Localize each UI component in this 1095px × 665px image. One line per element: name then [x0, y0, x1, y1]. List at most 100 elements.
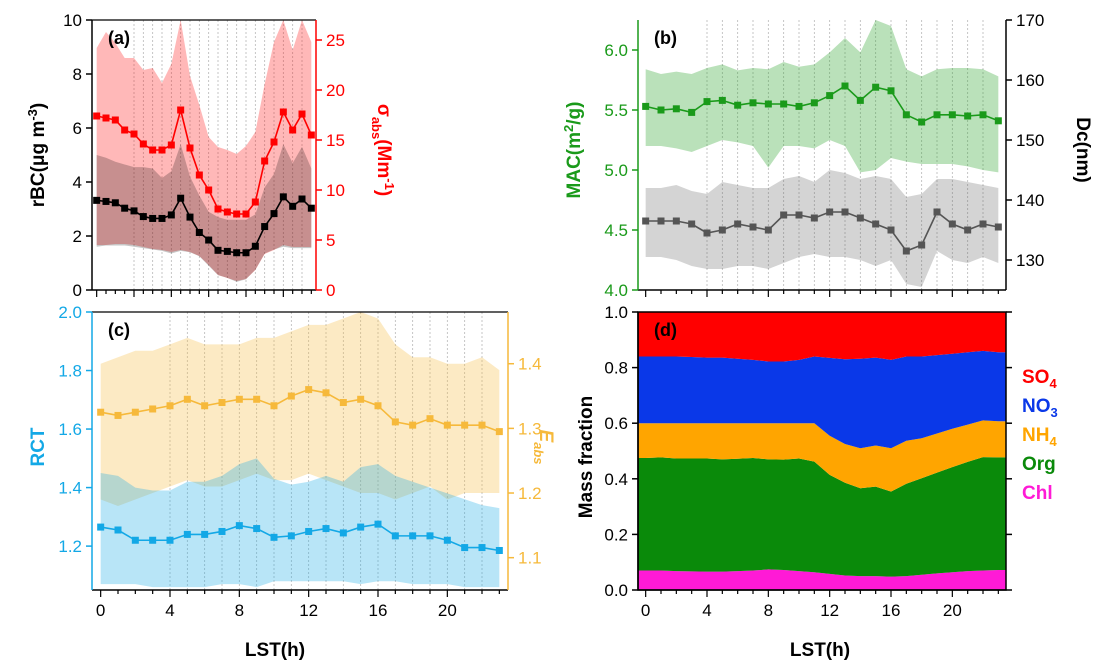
- panel-a-rbc-point: [270, 210, 278, 218]
- panel-d-x-tick-label: 4: [702, 601, 711, 620]
- panel-a-sigma-abs-point: [214, 205, 222, 213]
- panel-c-rct-point: [218, 527, 226, 535]
- panel-c-x-tick-label: 12: [299, 601, 318, 620]
- panel-d-left-tick-label: 0.0: [604, 581, 628, 600]
- panel-c-eabs-point: [322, 389, 330, 397]
- panel-a-sigma-abs-point: [102, 114, 110, 122]
- panel-c-rct-point: [270, 533, 278, 541]
- panel-c-eabs-point: [374, 402, 382, 410]
- panel-b-left-axis-label: MAC(m2/g): [561, 102, 585, 199]
- panel-a-sigma-abs-point: [223, 208, 231, 216]
- panel-b-mac-point: [826, 92, 834, 100]
- panel-d-x-tick-label: 12: [820, 601, 839, 620]
- panel-b-dc-point: [856, 214, 864, 222]
- legend-item-no3: NO3: [1022, 396, 1058, 420]
- panel-a-rbc-point: [139, 213, 147, 221]
- panel-c-left-axis-label: RCT: [28, 427, 49, 466]
- panel-a-rbc-point: [261, 223, 269, 231]
- panel-b-dc-point: [872, 220, 880, 228]
- panel-c-left-tick-label: 1.8: [58, 362, 82, 381]
- panel-c-eabs-point: [426, 415, 434, 423]
- panel-c-eabs-point: [201, 402, 209, 410]
- panel-a-rbc-point: [289, 202, 297, 210]
- panel-a-sigma-abs-point: [261, 157, 269, 165]
- panel-b-mac-point: [872, 83, 880, 91]
- panel-b-left-tick-label: 5.5: [604, 101, 628, 120]
- panel-a-rbc-point: [121, 204, 129, 212]
- panel-c-tag: (c): [108, 320, 130, 340]
- panel-c-rct-point: [495, 546, 503, 554]
- panel-c-eabs-point: [495, 428, 503, 436]
- panel-b-mac-point: [902, 111, 910, 119]
- panel-d-x-tick-label: 8: [764, 601, 773, 620]
- panel-c-right-tick-label: 1.4: [518, 355, 542, 374]
- panel-b-mac-point: [810, 99, 818, 107]
- panel-c-eabs-point: [305, 386, 313, 394]
- panel-a-sigma-abs-point: [130, 130, 138, 138]
- panel-b-left-tick-label: 5.0: [604, 161, 628, 180]
- legend-item-chl: Chl: [1022, 483, 1053, 504]
- panel-c-left-tick-label: 1.2: [58, 537, 82, 556]
- panel-a-rbc-point: [307, 204, 315, 212]
- panel-a-sigma-abs-point: [186, 144, 194, 152]
- panel-b-mac-point: [734, 101, 742, 109]
- panel-a-rbc-point: [177, 194, 185, 202]
- panel-c-left-tick-label: 2.0: [58, 303, 82, 322]
- panel-c-eabs-point: [478, 421, 486, 429]
- panel-c-rct-point: [149, 536, 157, 544]
- panel-c-eabs-point: [235, 395, 243, 403]
- panel-b: 4.0 4.5 5.0 5.5 6.0 130 140 150 160 170 (b): [604, 11, 1044, 300]
- panel-c-eabs-point: [166, 402, 174, 410]
- panel-a-rbc-point: [279, 193, 287, 201]
- panel-a-right-tick-label: 0: [326, 281, 335, 300]
- panel-b-dc-point: [780, 211, 788, 219]
- panel-b-dc-point: [642, 217, 650, 225]
- panel-b-dc-point: [948, 220, 956, 228]
- panel-a-rbc-point: [251, 242, 259, 250]
- panel-b-mac-point: [703, 98, 711, 106]
- panel-c-left-tick-label: 1.4: [58, 479, 82, 498]
- legend-item-org: Org: [1022, 454, 1056, 475]
- panel-d-x-axis-label: LST(h): [790, 640, 850, 661]
- panel-b-dc-point: [672, 217, 680, 225]
- panel-b-mac-point: [918, 118, 926, 126]
- panel-c-rct-point: [409, 532, 417, 540]
- panel-c-rct-point: [114, 526, 122, 534]
- panel-a-left-tick-label: 2: [73, 227, 82, 246]
- panel-b-dc-point: [703, 229, 711, 237]
- panel-a-sigma-abs-point: [195, 171, 203, 179]
- panel-a-sigma-abs-point: [93, 112, 101, 120]
- panel-d-area-org: [638, 457, 1006, 577]
- panel-c-rct-point: [478, 544, 486, 552]
- panel-d: 0 4 8 12 16 20 0.0 0.2 0.4 0.6 0.8 1.0 (d) SO4 NO3 NH4 O…: [604, 303, 1057, 620]
- panel-b-dc-point: [795, 211, 803, 219]
- panel-a-rbc-point: [158, 214, 166, 222]
- panel-a-right-tick-label: 10: [326, 181, 345, 200]
- panel-c-x-tick-label: 16: [369, 601, 388, 620]
- panel-a-rbc-point: [223, 247, 231, 255]
- panel-c-rct-point: [97, 523, 105, 531]
- panel-c-x-tick-label: 4: [165, 601, 174, 620]
- panel-c-eabs-point: [114, 411, 122, 419]
- panel-a-rbc-point: [149, 214, 157, 222]
- panel-b-right-axis-label: Dc(nm): [1072, 117, 1093, 182]
- panel-c-eabs-point: [287, 392, 295, 400]
- panel-c-eabs-point: [97, 408, 105, 416]
- panel-b-dc-point: [734, 220, 742, 228]
- panel-c-eabs-point: [357, 395, 365, 403]
- panel-d-x-tick-label: 16: [882, 601, 901, 620]
- panel-b-right-tick-label: 140: [1016, 191, 1044, 210]
- panel-b-right-tick-label: 150: [1016, 131, 1044, 150]
- panel-a-sigma-abs-point: [289, 126, 297, 134]
- panel-b-dc-point: [810, 214, 818, 222]
- panel-a-rbc-point: [130, 207, 138, 215]
- panel-b-dc-point: [841, 208, 849, 216]
- panel-b-mac-point: [749, 99, 757, 107]
- panel-a-sigma-abs-point: [298, 110, 306, 118]
- panel-b-mac-point: [688, 108, 696, 116]
- panel-c-right-axis-label: Eabs: [531, 429, 556, 464]
- panel-b-left-tick-label: 4.5: [604, 221, 628, 240]
- panel-a-left-tick-label: 0: [73, 281, 82, 300]
- panel-a-rbc-point: [242, 249, 250, 257]
